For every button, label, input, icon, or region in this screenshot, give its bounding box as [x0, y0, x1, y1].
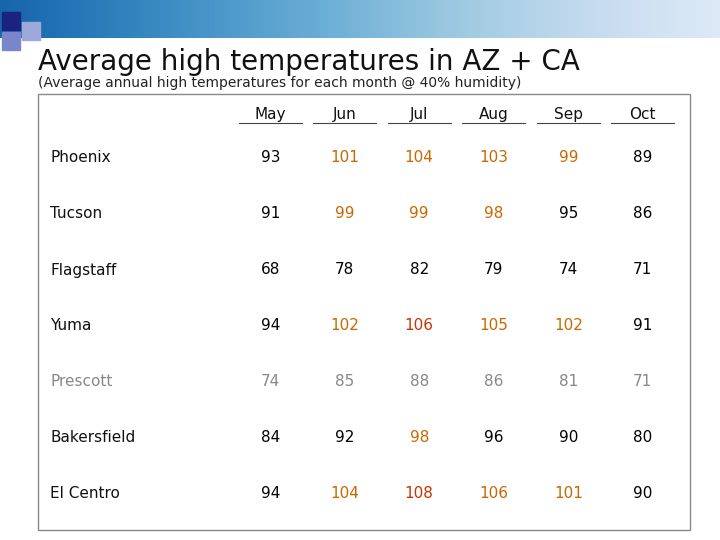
Text: 86: 86 [633, 206, 652, 221]
Text: 99: 99 [410, 206, 429, 221]
Text: 104: 104 [330, 487, 359, 502]
Text: 108: 108 [405, 487, 433, 502]
Text: Sep: Sep [554, 107, 582, 122]
Text: Prescott: Prescott [50, 375, 112, 389]
Text: Flagstaff: Flagstaff [50, 262, 116, 278]
Text: 86: 86 [484, 375, 503, 389]
Text: (Average annual high temperatures for each month @ 40% humidity): (Average annual high temperatures for ea… [38, 76, 521, 90]
Text: 91: 91 [261, 206, 280, 221]
Text: Yuma: Yuma [50, 319, 91, 334]
Bar [22, 22, 40, 40]
Text: Oct: Oct [629, 107, 656, 122]
Text: 78: 78 [335, 262, 354, 278]
Text: 104: 104 [405, 151, 433, 165]
Text: 102: 102 [554, 319, 582, 334]
Text: Bakersfield: Bakersfield [50, 430, 135, 445]
Text: 91: 91 [633, 319, 652, 334]
Text: 102: 102 [330, 319, 359, 334]
Bar [2, 12, 20, 30]
Text: 90: 90 [559, 430, 578, 445]
Text: 98: 98 [410, 430, 429, 445]
Text: Tucson: Tucson [50, 206, 102, 221]
Text: Jun: Jun [333, 107, 356, 122]
Text: 94: 94 [261, 319, 280, 334]
Bar [38, 94, 690, 530]
Text: 105: 105 [480, 319, 508, 334]
Text: 81: 81 [559, 375, 578, 389]
Text: 84: 84 [261, 430, 280, 445]
Text: 80: 80 [633, 430, 652, 445]
Text: 99: 99 [559, 151, 578, 165]
Text: 90: 90 [633, 487, 652, 502]
Text: Average high temperatures in AZ + CA: Average high temperatures in AZ + CA [38, 48, 580, 76]
Text: 106: 106 [480, 487, 508, 502]
Text: 93: 93 [261, 151, 280, 165]
Text: May: May [254, 107, 286, 122]
Text: 74: 74 [261, 375, 280, 389]
Bar [2, 32, 20, 50]
Text: 103: 103 [480, 151, 508, 165]
Text: 106: 106 [405, 319, 433, 334]
Text: Jul: Jul [410, 107, 428, 122]
Text: 88: 88 [410, 375, 429, 389]
Text: 74: 74 [559, 262, 578, 278]
Text: 82: 82 [410, 262, 429, 278]
Text: 101: 101 [330, 151, 359, 165]
Text: 92: 92 [335, 430, 354, 445]
Text: Aug: Aug [479, 107, 508, 122]
Text: 96: 96 [484, 430, 503, 445]
Text: 95: 95 [559, 206, 578, 221]
Text: 71: 71 [633, 262, 652, 278]
Text: 94: 94 [261, 487, 280, 502]
Text: El Centro: El Centro [50, 487, 120, 502]
Text: 79: 79 [484, 262, 503, 278]
Text: 99: 99 [335, 206, 354, 221]
Text: 98: 98 [484, 206, 503, 221]
Text: Phoenix: Phoenix [50, 151, 111, 165]
Text: 85: 85 [335, 375, 354, 389]
Text: 89: 89 [633, 151, 652, 165]
Text: 68: 68 [261, 262, 280, 278]
Text: 101: 101 [554, 487, 582, 502]
Text: 71: 71 [633, 375, 652, 389]
